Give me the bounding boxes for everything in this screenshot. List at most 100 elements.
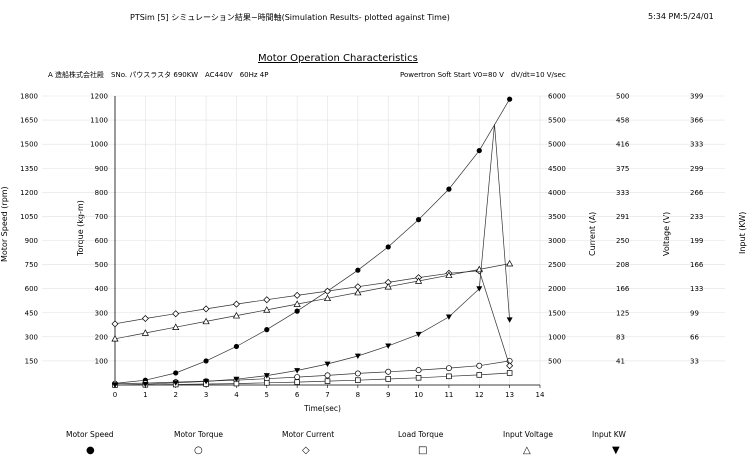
y-tick-label: 300 [95,309,108,317]
legend-symbol: ○ [194,445,203,456]
y-tick-label: 150 [25,357,38,365]
x-tick-label: 6 [295,391,300,399]
data-point [506,317,513,323]
data-point [354,288,362,296]
data-point [355,377,361,383]
data-point [506,370,513,376]
x-tick-label: 2 [173,391,177,399]
data-point [263,296,271,304]
x-tick-label: 0 [113,391,117,399]
data-point [232,300,240,308]
legend-symbol: △ [523,445,531,456]
data-point [507,96,513,102]
data-point [172,323,180,330]
y-tick-label: 1050 [20,213,38,221]
data-point [111,335,119,342]
data-point [385,244,391,250]
y-tick-label: 800 [95,189,108,197]
y-tick-label: 500 [95,261,108,269]
legend-label: Input KW [592,430,626,439]
chart-subtitle-left: A 造船株式会社殿 SNo. パウスラスタ 690KW AC440V 60Hz … [48,71,269,79]
data-point [506,259,514,267]
data-point [354,353,361,360]
series-line [114,99,510,384]
data-point [293,300,301,307]
y-tick-label: 208 [616,261,629,269]
series-line [114,263,510,340]
y-tick-label: 5000 [548,141,566,149]
data-point [385,376,391,382]
data-point [324,361,331,367]
data-point [384,283,392,290]
data-point [172,310,180,318]
x-tick-label: 10 [414,391,423,399]
data-point [354,370,361,377]
y-tick-label: 1350 [20,165,38,173]
y-tick-label: 500 [616,93,629,101]
y-tick-label: 291 [616,213,629,221]
data-point [506,362,514,370]
data-point [141,329,149,336]
legend-symbol: ▼ [612,445,620,456]
y-tick-label: 125 [616,309,629,317]
y-tick-label: 333 [690,141,703,149]
data-point [202,305,210,313]
legend-symbol: ◇ [302,445,310,456]
y-tick-label: 6000 [548,93,566,101]
data-point [294,379,300,385]
x-tick-label: 13 [505,391,514,399]
y-tick-label: 400 [95,285,108,293]
data-point [385,368,392,375]
data-point [324,372,331,379]
y-tick-label: 4500 [548,165,566,173]
y-tick-label: 900 [25,237,38,245]
data-point [445,271,453,278]
y-tick-label: 2500 [548,261,566,269]
y-tick-label: 3000 [548,237,566,245]
y-tick-label: 250 [616,237,629,245]
data-point [293,291,301,299]
series-line [114,270,510,366]
legend-label: Motor Speed [66,430,114,439]
y-tick-label: 166 [616,285,630,293]
x-tick-label: 1 [143,391,147,399]
x-tick-label: 5 [265,391,269,399]
y-tick-label: 1200 [90,93,108,101]
data-point [172,380,179,386]
data-point [445,314,452,320]
series-line [114,372,510,386]
data-point [233,343,240,350]
y-tick-label: 366 [690,117,704,125]
y-tick-label: 399 [690,93,703,101]
data-point [202,317,210,325]
data-point [173,370,179,376]
y-tick-label: 1200 [20,189,38,197]
data-point [385,343,392,349]
y-tick-label: 1800 [20,93,38,101]
data-point [294,368,301,374]
y-tick-label: 100 [95,357,108,365]
y-tick-label: 750 [25,261,38,269]
data-point [264,380,270,386]
y-tick-label: 5500 [548,117,566,125]
y-tick-label: 1000 [548,333,566,341]
x-tick-label: 7 [325,391,329,399]
y-tick-label: 99 [690,309,699,317]
data-point [263,373,270,379]
data-point [415,331,422,338]
data-point [323,294,332,302]
x-tick-label: 3 [204,391,208,399]
data-point [203,378,210,385]
y-tick-label: 900 [95,165,108,173]
data-point [445,365,452,372]
data-point [294,308,300,314]
y-tick-label: 700 [95,213,108,221]
y-tick-label: 41 [616,357,625,365]
y-tick-label: 3500 [548,213,566,221]
y-tick-label: 1100 [90,117,108,125]
x-tick-label: 12 [475,391,484,399]
data-point [142,381,149,388]
data-point [476,362,483,369]
data-point [324,287,331,295]
y-tick-label: 458 [616,117,629,125]
